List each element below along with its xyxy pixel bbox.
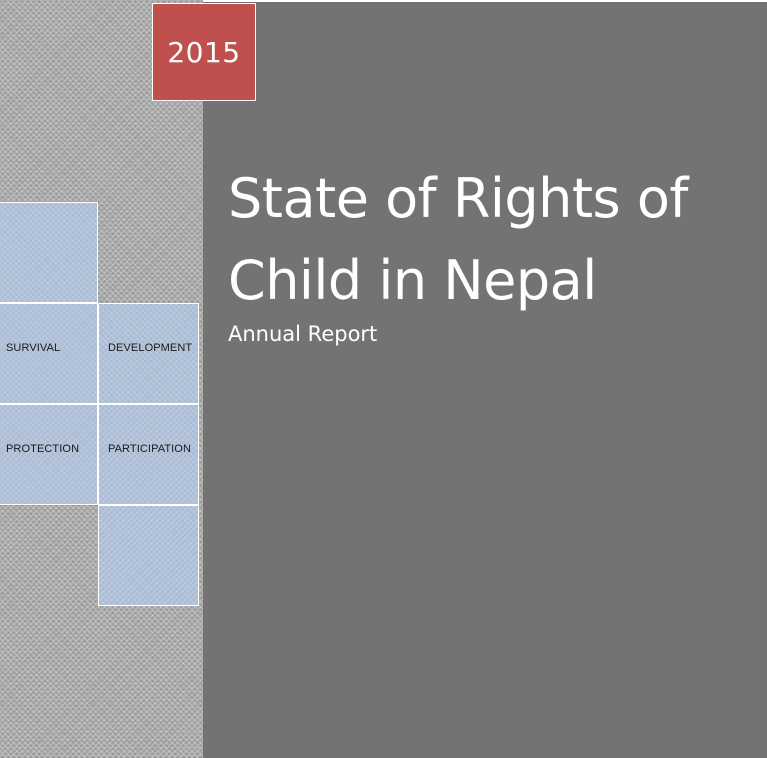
blank-tile-top [0, 202, 98, 303]
tile-label-protection: PROTECTION [6, 443, 80, 455]
tile-label-participation: PARTICIPATION [108, 443, 191, 455]
tile-protection: PROTECTION [0, 404, 98, 505]
tile-label-development: DEVELOPMENT [108, 342, 193, 354]
top-edge [203, 0, 767, 2]
report-title-line-2: Child in Nepal [228, 249, 597, 312]
report-title: State of Rights of Child in Nepal [228, 158, 758, 322]
tile-participation: PARTICIPATION [98, 404, 199, 505]
report-subtitle: Annual Report [228, 322, 378, 346]
tile-development: DEVELOPMENT [98, 303, 199, 404]
year-text: 2015 [167, 35, 241, 69]
tile-label-survival: SURVIVAL [6, 342, 61, 354]
year-badge: 2015 [152, 3, 256, 101]
title-panel [203, 2, 767, 758]
blank-tile-bottom [98, 505, 199, 606]
report-title-line-1: State of Rights of [228, 167, 688, 230]
tile-survival: SURVIVAL [0, 303, 98, 404]
